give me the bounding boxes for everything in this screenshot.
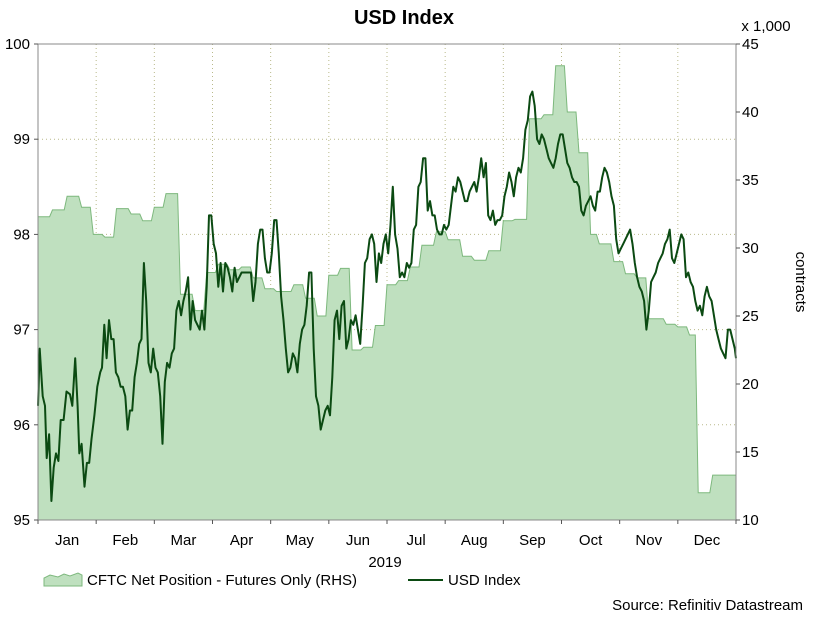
area-series-path: [37, 65, 737, 521]
right-tick-label: 10: [742, 512, 759, 529]
x-axis-ticks: Jan Feb Mar Apr May Jun Jul Aug Sep Oct Nov Dec: [37, 520, 737, 549]
right-tick-label: 15: [742, 444, 759, 461]
right-tick-label: 35: [742, 172, 759, 189]
left-axis-ticks: 95 96 97 98 99 100: [5, 36, 38, 529]
left-tick-label: 98: [13, 226, 30, 243]
left-tick-label: 99: [13, 131, 30, 148]
legend-area-swatch: [43, 572, 83, 587]
legend-label-usd: USD Index: [448, 572, 521, 589]
line-series-path: [37, 90, 737, 502]
right-tick-label: 20: [742, 376, 759, 393]
right-tick-label: 45: [742, 36, 759, 53]
legend: CFTC Net Position - Futures Only (RHS) U…: [43, 572, 521, 589]
source-note: Source: Refinitiv Datastream: [612, 597, 803, 614]
x-axis-label: 2019: [368, 554, 401, 571]
month-label: Jul: [406, 532, 425, 549]
month-label: Feb: [112, 532, 138, 549]
right-tick-label: 40: [742, 104, 759, 121]
month-label: Apr: [230, 532, 253, 549]
month-label: Sep: [519, 532, 546, 549]
month-label: Jan: [55, 532, 79, 549]
right-axis-ticks: 10 15 20 25 30 35 40 45: [736, 36, 759, 529]
left-tick-label: 96: [13, 417, 30, 434]
month-label: Aug: [461, 532, 488, 549]
month-label: May: [286, 532, 315, 549]
right-tick-label: 25: [742, 308, 759, 325]
legend-label-cftc: CFTC Net Position - Futures Only (RHS): [87, 572, 357, 589]
month-label: Mar: [170, 532, 196, 549]
left-tick-label: 95: [13, 512, 30, 529]
left-tick-label: 97: [13, 322, 30, 339]
right-axis-multiplier: x 1,000: [741, 18, 790, 35]
right-axis-label: contracts: [792, 252, 809, 313]
cftc-net-position-area: [37, 65, 737, 521]
left-tick-label: 100: [5, 36, 30, 53]
month-label: Nov: [635, 532, 662, 549]
month-label: Jun: [346, 532, 370, 549]
usd-index-line: [37, 90, 737, 502]
month-label: Oct: [579, 532, 603, 549]
month-label: Dec: [694, 532, 721, 549]
chart-title: USD Index: [354, 7, 454, 29]
right-tick-label: 30: [742, 240, 759, 257]
